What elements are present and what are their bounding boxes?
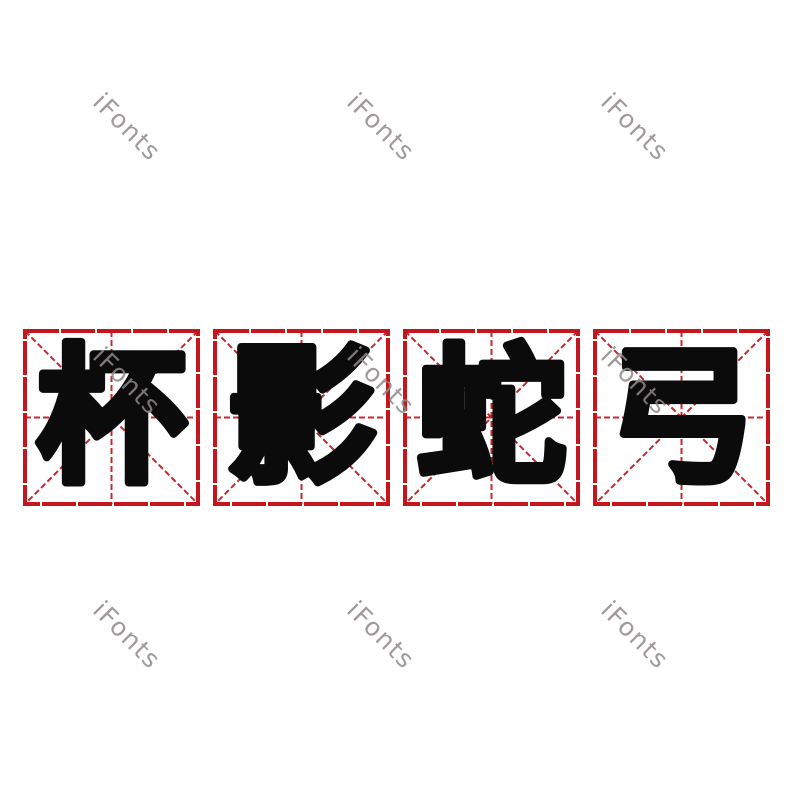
character-4: 弓 [608,332,756,504]
character-1: 杯 [38,332,186,504]
mizige-grid: 影 [213,328,390,508]
grid-cell-1: 杯 [23,328,200,508]
ifonts-watermark: iFonts [595,595,675,675]
mizige-grid: 杯 [23,328,200,508]
ifonts-watermark: iFonts [341,595,421,675]
ifonts-watermark: iFonts [595,87,675,167]
ifonts-watermark: iFonts [341,87,421,167]
mizige-grid: 弓 [593,328,770,508]
grid-cell-4: 弓 [593,328,770,508]
grid-cell-2: 影 [213,328,390,508]
ifonts-watermark: iFonts [87,87,167,167]
grid-row: 杯 影 蛇 [23,328,770,508]
character-2: 影 [228,332,376,504]
grid-cell-3: 蛇 [403,328,580,508]
mizige-grid: 蛇 [403,328,580,508]
character-3: 蛇 [418,332,566,504]
ifonts-watermark: iFonts [87,595,167,675]
